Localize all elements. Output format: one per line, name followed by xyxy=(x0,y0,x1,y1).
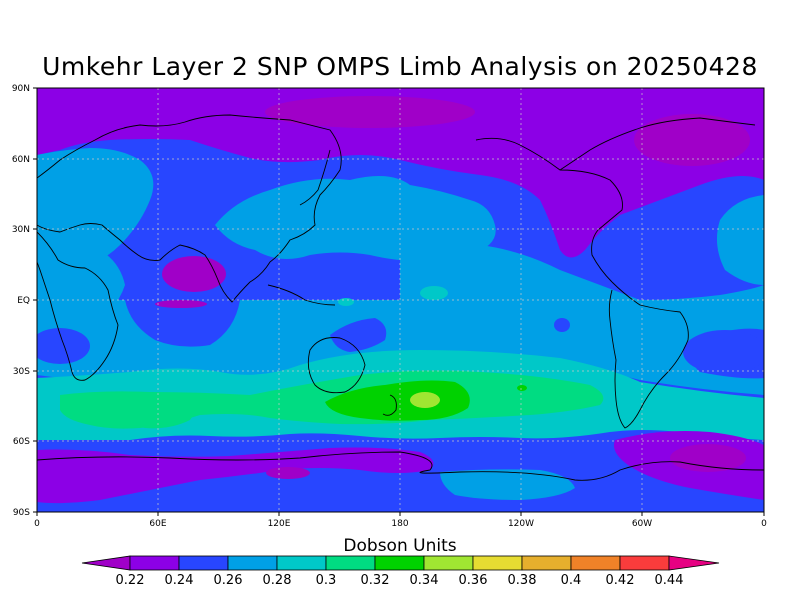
colorbar-swatch xyxy=(423,555,474,571)
field-sky-antarctic xyxy=(440,469,575,500)
colorbar-arrow-low xyxy=(81,555,131,571)
colorbar-swatches xyxy=(81,555,720,571)
colorbar-level-label: 0.36 xyxy=(459,573,488,588)
colorbar-level-label: 0.28 xyxy=(263,573,292,588)
colorbar-swatch xyxy=(619,555,670,571)
lon-label-60e: 60E xyxy=(149,519,166,529)
field-blue-west-pacific xyxy=(330,318,387,352)
field-sky-europe xyxy=(37,148,154,271)
field-cyan-blip-2 xyxy=(420,286,448,300)
colorbar-level-label: 0.4 xyxy=(561,573,582,588)
field-north-violet xyxy=(37,88,764,258)
lat-labels: 90N 60N 30N EQ 30S 60S 90S xyxy=(12,84,30,518)
field-magenta-antarctic-west xyxy=(266,467,310,479)
lat-label-30n: 30N xyxy=(12,225,30,235)
coastlines xyxy=(37,114,764,481)
field-seagreen-patch xyxy=(118,395,194,429)
lon-label-0-east: 0 xyxy=(761,519,767,529)
colorbar-swatch xyxy=(325,555,376,571)
colorbar-level-label: 0.24 xyxy=(165,573,194,588)
lon-label-120e: 120E xyxy=(268,519,291,529)
field-magenta-greenland xyxy=(634,114,750,166)
field-blue-south-atlantic xyxy=(37,328,90,364)
colorbar-level-label: 0.34 xyxy=(410,573,439,588)
colorbar-swatch xyxy=(276,555,327,571)
lat-label-60s: 60S xyxy=(13,437,30,447)
colorbar-level-label: 0.26 xyxy=(214,573,243,588)
colorbar-level-label: 0.38 xyxy=(508,573,537,588)
lon-label-0-west: 0 xyxy=(34,519,40,529)
chart-title: Umkehr Layer 2 SNP OMPS Limb Analysis on… xyxy=(42,52,758,81)
lat-label-eq: EQ xyxy=(17,296,30,306)
field-magenta-india xyxy=(162,256,226,292)
field-magenta-india-small xyxy=(155,300,207,308)
colorbar-swatch xyxy=(472,555,523,571)
field-blue-chile xyxy=(683,330,764,374)
colorbar-level-label: 0.3 xyxy=(316,573,337,588)
field-green-dot xyxy=(517,385,527,391)
lon-label-180: 180 xyxy=(391,519,408,529)
field-sky-africa xyxy=(37,244,125,327)
field-violet-antarctic-west xyxy=(37,447,434,504)
lat-label-90s: 90S xyxy=(13,508,30,518)
colorbar-swatch xyxy=(374,555,425,571)
field-blue-samoa xyxy=(554,318,570,332)
axis-ticks xyxy=(33,87,765,516)
colorbar-arrow-high xyxy=(668,555,720,571)
lat-label-30s: 30S xyxy=(13,367,30,377)
colorbar-title: Dobson Units xyxy=(343,536,457,556)
field-sky-pacific-east xyxy=(400,236,764,300)
lon-labels: 0 60E 120E 180 120W 60W 0 xyxy=(34,519,767,529)
field-magenta-arctic xyxy=(265,96,475,128)
colorbar-swatch xyxy=(129,555,180,571)
field-green-core xyxy=(325,380,470,421)
lat-label-90n: 90N xyxy=(12,84,30,94)
colorbar-swatch xyxy=(178,555,229,571)
colorbar-level-label: 0.22 xyxy=(116,573,145,588)
field-lime-core xyxy=(410,392,440,408)
lat-label-60n: 60N xyxy=(12,155,30,165)
colorbar-swatch xyxy=(570,555,621,571)
lon-label-120w: 120W xyxy=(508,519,534,529)
graticule xyxy=(37,88,764,512)
colorbar-level-label: 0.42 xyxy=(606,573,635,588)
colorbar-swatch xyxy=(227,555,278,571)
colorbar-swatch xyxy=(521,555,572,571)
colorbar-level-label: 0.44 xyxy=(655,573,684,588)
lon-label-60w: 60W xyxy=(632,519,652,529)
colorbar-labels: 0.22 0.24 0.26 0.28 0.3 0.32 0.34 0.36 0.38 0.4 0.… xyxy=(116,573,684,588)
field-magenta-antarctic-east xyxy=(670,444,746,472)
field-sky-atlantic xyxy=(716,195,764,285)
colorbar-level-label: 0.32 xyxy=(361,573,390,588)
